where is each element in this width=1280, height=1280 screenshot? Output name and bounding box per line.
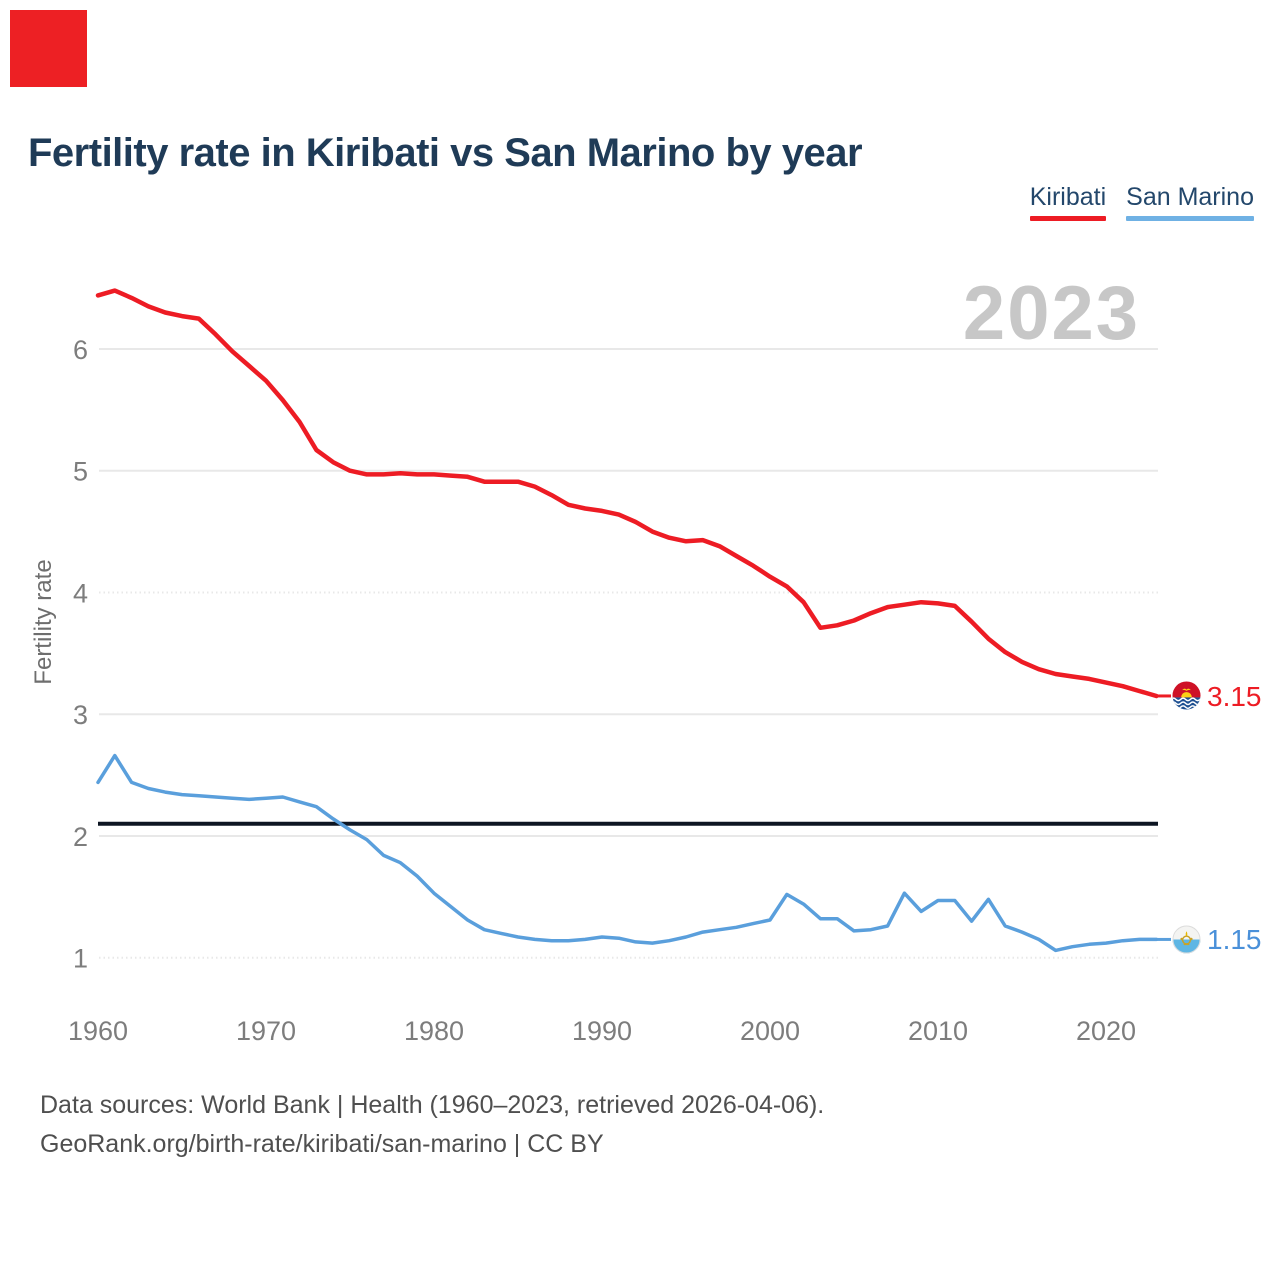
y-tick-label: 4 bbox=[73, 578, 88, 608]
x-tick-label: 1970 bbox=[236, 1016, 296, 1046]
y-tick-label: 3 bbox=[73, 700, 88, 730]
kiribati-flag-icon bbox=[1172, 681, 1201, 710]
legend-label-kiribati: Kiribati bbox=[1029, 183, 1107, 211]
x-tick-label: 1960 bbox=[68, 1016, 128, 1046]
san-marino-flag-icon bbox=[1172, 925, 1201, 954]
kiribati-end-value-label: 3.15 bbox=[1207, 680, 1262, 712]
legend: Kiribati San Marino bbox=[1029, 183, 1254, 221]
kiribati-line bbox=[95, 288, 1159, 699]
y-tick-label: 1 bbox=[73, 944, 88, 974]
y-tick-label: 6 bbox=[73, 335, 88, 365]
footer: Data sources: World Bank | Health (1960–… bbox=[40, 1086, 824, 1164]
x-tick-label: 2010 bbox=[908, 1016, 968, 1046]
x-tick-label: 1990 bbox=[572, 1016, 632, 1046]
corner-marker-square bbox=[10, 10, 87, 87]
legend-color-bar-kiribati bbox=[1029, 216, 1107, 221]
footer-attribution-line: GeoRank.org/birth-rate/kiribati/san-mari… bbox=[40, 1130, 604, 1158]
legend-label-san-marino: San Marino bbox=[1126, 183, 1254, 211]
chart-title: Fertility rate in Kiribati vs San Marino… bbox=[28, 130, 863, 175]
y-tick-label: 5 bbox=[73, 457, 88, 487]
year-watermark: 2023 bbox=[962, 271, 1140, 356]
legend-color-bar-san-marino bbox=[1126, 216, 1254, 221]
x-tick-label: 1980 bbox=[404, 1016, 464, 1046]
x-tick-label: 2020 bbox=[1076, 1016, 1136, 1046]
y-tick-label: 2 bbox=[73, 822, 88, 852]
legend-item-kiribati[interactable]: Kiribati bbox=[1029, 183, 1107, 221]
san-marino-line bbox=[96, 753, 1159, 953]
legend-item-san-marino[interactable]: San Marino bbox=[1126, 183, 1254, 221]
x-tick-label: 2000 bbox=[740, 1016, 800, 1046]
footer-sources-line: Data sources: World Bank | Health (1960–… bbox=[40, 1091, 825, 1119]
san-marino-end-value-label: 1.15 bbox=[1207, 924, 1262, 956]
